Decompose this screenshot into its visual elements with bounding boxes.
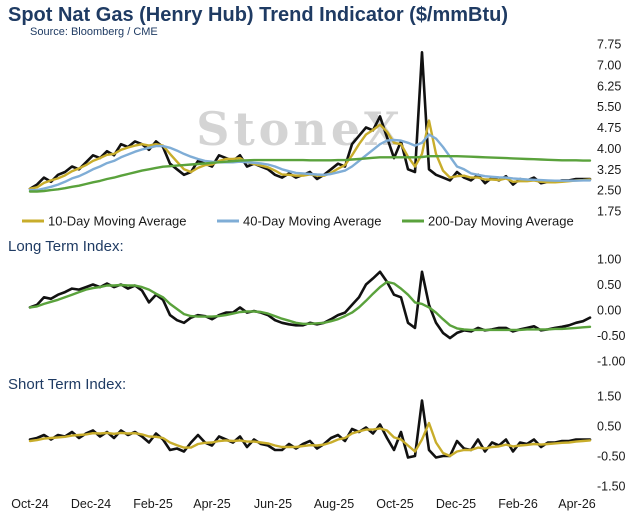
chart-source: Source: Bloomberg / CME (30, 26, 158, 38)
long_term-series-long-term-index-average (28, 280, 592, 332)
long_term-ytick-label: -0.50 (597, 329, 626, 343)
price-ytick-label: 4.75 (597, 121, 621, 135)
x-tick-label: Dec-25 (436, 497, 476, 511)
x-tick-label: Aug-25 (314, 497, 354, 511)
price-series-200-day-moving-average (28, 154, 592, 193)
price-ytick-label: 7.00 (597, 58, 621, 72)
short_term-ytick-label: -1.50 (597, 480, 626, 494)
legend-label: 200-Day Moving Average (428, 214, 574, 229)
long_term-ytick-label: -1.00 (597, 355, 626, 369)
x-tick-label: Dec-24 (71, 497, 111, 511)
chart-title: Spot Nat Gas (Henry Hub) Trend Indicator… (8, 4, 509, 26)
x-tick-label: Apr-26 (558, 497, 596, 511)
x-tick-label: Jun-25 (254, 497, 292, 511)
x-tick-label: Apr-25 (193, 497, 231, 511)
long_term-ytick-label: 0.00 (597, 304, 621, 318)
x-tick-label: Oct-25 (376, 497, 414, 511)
price-series-40-day-moving-average (28, 133, 592, 192)
x-tick-label: Feb-25 (133, 497, 173, 511)
price-ytick-label: 3.25 (597, 163, 621, 177)
price-ytick-label: 5.50 (597, 100, 621, 114)
short_term-ytick-label: 1.50 (597, 390, 621, 404)
legend-label: 10-Day Moving Average (48, 214, 187, 229)
long_term-ytick-label: 0.50 (597, 278, 621, 292)
x-tick-label: Feb-26 (498, 497, 538, 511)
x-tick-label: Oct-24 (11, 497, 49, 511)
long-term-label: Long Term Index: (8, 238, 124, 255)
long_term-ytick-label: 1.00 (597, 253, 621, 267)
price-ytick-label: 4.00 (597, 142, 621, 156)
price-ytick-label: 7.75 (597, 38, 621, 52)
price-ytick-label: 1.75 (597, 205, 621, 219)
short_term-series-short-term-index-average (28, 421, 592, 458)
short-term-label: Short Term Index: (8, 376, 127, 393)
price-ytick-label: 2.50 (597, 184, 621, 198)
short_term-ytick-label: -0.50 (597, 450, 626, 464)
price-ytick-label: 6.25 (597, 79, 621, 93)
short_term-ytick-label: 0.50 (597, 420, 621, 434)
legend-label: 40-Day Moving Average (243, 214, 382, 229)
long_term-series-long-term-index (28, 270, 592, 340)
short_term-series-short-term-index (28, 399, 592, 459)
